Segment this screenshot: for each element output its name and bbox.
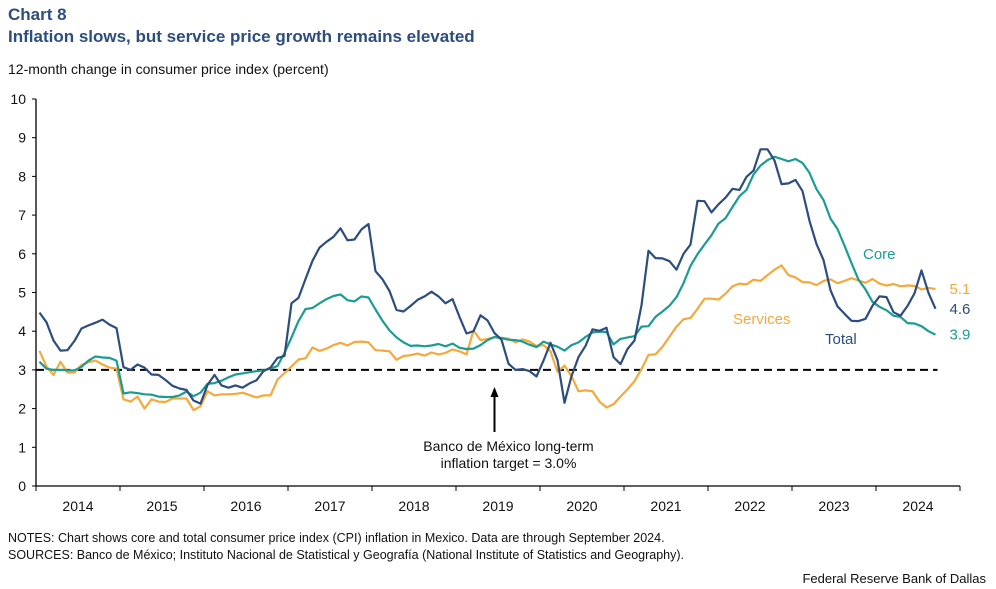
annotation-text-line1: Banco de México long-term <box>423 438 593 454</box>
series-labels: Core Services Total 4.6 3.9 5.1 <box>733 246 970 348</box>
series-line-core <box>38 155 936 399</box>
x-tick-label: 2014 <box>62 498 93 514</box>
y-tick-label: 9 <box>18 130 26 146</box>
chart-notes: NOTES: Chart shows core and total consum… <box>8 530 684 564</box>
series-label-total: Total <box>825 331 857 348</box>
y-tick-label: 1 <box>18 439 26 455</box>
y-tick-label: 3 <box>18 362 26 378</box>
x-tick-label: 2018 <box>398 498 429 514</box>
end-value-label-services: 5.1 <box>950 281 971 298</box>
x-tick-label: 2021 <box>650 498 681 514</box>
x-tick-label: 2017 <box>314 498 345 514</box>
notes-text: NOTES: Chart shows core and total consum… <box>8 531 665 545</box>
chart-number: Chart 8 <box>8 5 67 24</box>
y-tick-label: 4 <box>18 323 26 339</box>
annotation-text-line2: inflation target = 3.0% <box>441 455 577 471</box>
y-tick-label: 7 <box>18 207 26 223</box>
series-label-core: Core <box>863 246 896 263</box>
y-tick-label: 6 <box>18 246 26 262</box>
series-lines <box>38 148 937 412</box>
x-tick-label: 2019 <box>482 498 513 514</box>
annotation-arrowhead <box>490 387 499 397</box>
y-tick-label: 10 <box>10 91 26 107</box>
series-line-total <box>38 148 937 405</box>
x-tick-label: 2016 <box>230 498 261 514</box>
series-label-services: Services <box>733 311 791 328</box>
x-tick-label: 2015 <box>146 498 177 514</box>
x-tick-label: 2020 <box>566 498 597 514</box>
end-value-label-core: 3.9 <box>950 327 971 344</box>
source-credit: Federal Reserve Bank of Dallas <box>802 571 986 586</box>
axes: 0 1 2 3 4 5 6 7 8 9 10 2014 2015 2016 2017 2018 2019 2020… <box>10 91 961 514</box>
x-tick-label: 2023 <box>818 498 849 514</box>
end-value-label-total: 4.6 <box>950 301 971 318</box>
series-line-services <box>38 264 936 412</box>
y-axis-units-label: 12-month change in consumer price index … <box>8 61 329 77</box>
x-tick-label: 2022 <box>734 498 765 514</box>
x-tick-label: 2024 <box>902 498 933 514</box>
y-tick-label: 8 <box>18 168 26 184</box>
y-tick-label: 2 <box>18 401 26 417</box>
chart-title: Inflation slows, but service price growt… <box>8 27 475 46</box>
y-tick-label: 5 <box>18 285 26 301</box>
y-tick-label: 0 <box>18 478 26 494</box>
sources-text: SOURCES: Banco de México; Instituto Naci… <box>8 548 685 562</box>
target-annotation: Banco de México long-term inflation targ… <box>423 387 594 471</box>
